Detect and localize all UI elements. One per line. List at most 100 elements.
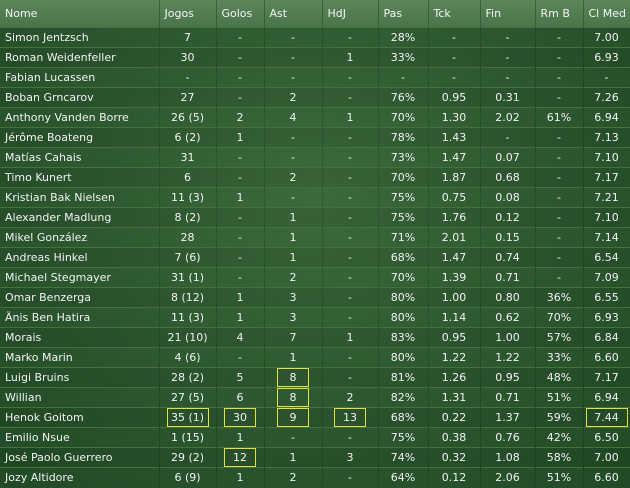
player-name-cell: Timo Kunert — [0, 167, 160, 188]
player-name-cell: Emilio Nsue — [0, 427, 160, 448]
stat-cell: 2 — [264, 467, 323, 487]
stat-cell: 1 (15) — [159, 427, 217, 448]
stat-cell: - — [535, 147, 584, 168]
stat-cell: 61% — [535, 107, 584, 128]
table-row[interactable]: Michael Stegmayer 31 (1) -2-70% 1.39 0.71-7.… — [0, 267, 630, 288]
stat-cell: 1 — [322, 47, 379, 68]
table-row[interactable]: José Paolo Guerrero 29 (2) 12 1 3 74% 0.32 1.08… — [0, 447, 630, 468]
table-row[interactable]: Matías Cahais 31- - -73% 1.47 0.07-7.10 — [0, 147, 630, 168]
highlighted-value: 12 — [224, 448, 256, 467]
stat-cell: 29 (2) — [159, 447, 217, 468]
stat-cell: - — [322, 307, 379, 328]
table-row[interactable]: Simon Jentzsch 7- - -28% - - -7.00 — [0, 27, 630, 48]
stat-cell: - — [535, 87, 584, 108]
stat-cell: - — [428, 27, 481, 48]
column-header-golos[interactable]: Golos — [216, 0, 265, 28]
stat-cell: 35 (1) — [159, 407, 217, 428]
column-header-cl-med[interactable]: Cl Med — [583, 0, 630, 28]
column-header-tck[interactable]: Tck — [428, 0, 481, 28]
stat-cell: 70% — [378, 167, 429, 188]
stat-cell: - — [535, 247, 584, 268]
stat-cell: 28% — [378, 27, 429, 48]
table-row[interactable]: Mikel González 28-1-71% 2.01 0.15-7.14 — [0, 227, 630, 248]
column-header-ast[interactable]: Ast — [264, 0, 323, 28]
table-row[interactable]: Emilio Nsue 1 (15) 1- -75% 0.38 0.76 42% 6.50 — [0, 427, 630, 448]
stat-cell: - — [322, 187, 379, 208]
column-header-nome[interactable]: Nome — [0, 0, 160, 28]
column-header-rm-b[interactable]: Rm B — [535, 0, 584, 28]
stat-cell: 7 — [159, 27, 217, 48]
stat-cell: 31 — [159, 147, 217, 168]
highlighted-value: 8 — [277, 388, 309, 407]
table-row[interactable]: Roman Weidenfeller 30- -1 33% - - -6.93 — [0, 47, 630, 68]
stat-cell: 6.84 — [583, 327, 630, 348]
stat-cell: 0.32 — [428, 447, 481, 468]
table-row[interactable]: Andreas Hinkel 7 (6) -1-68% 1.47 0.74-6.54 — [0, 247, 630, 268]
stat-cell: 80% — [378, 287, 429, 308]
stat-cell: - — [216, 347, 265, 368]
table-row[interactable]: Willian 27 (5) 6 8 2 82% 1.31 0.71 51% 6.94 — [0, 387, 630, 408]
table-row[interactable]: Alexander Madlung 8 (2) -1-75% 1.76 0.12-7.1… — [0, 207, 630, 228]
stat-cell: - — [216, 67, 265, 88]
table-body: Simon Jentzsch 7- - -28% - - -7.00 Roman Weiden… — [0, 27, 630, 487]
table-row[interactable]: Morais 21 (10) 4 7 1 83% 0.95 1.00 57% 6.84 — [0, 327, 630, 348]
stat-cell: 6 — [216, 387, 265, 408]
table-row[interactable]: Änis Ben Hatira 11 (3) 1 3-80% 1.14 0.62 70% 6.… — [0, 307, 630, 328]
stat-cell: 75% — [378, 427, 429, 448]
table-row[interactable]: Henok Goitom 35 (1) 30 9 13 68% 0.22 1.37 59% 7.4… — [0, 407, 630, 428]
stat-cell: 1.37 — [480, 407, 536, 428]
table-row[interactable]: Boban Grncarov 27-2-76% 0.95 0.31-7.26 — [0, 87, 630, 108]
stat-cell: 21 (10) — [159, 327, 217, 348]
stat-cell: 1 — [216, 127, 265, 148]
table-row[interactable]: Jérôme Boateng 6 (2) 1- -78% 1.43- -7.13 — [0, 127, 630, 148]
stat-cell: 30 — [159, 47, 217, 68]
highlighted-value: 30 — [224, 408, 256, 427]
stat-cell: - — [264, 147, 323, 168]
stat-cell: - — [216, 207, 265, 228]
stat-cell: - — [480, 67, 536, 88]
stat-cell: 12 — [216, 447, 265, 468]
player-name-cell: Simon Jentzsch — [0, 27, 160, 48]
column-header-fin[interactable]: Fin — [480, 0, 536, 28]
stat-cell: 1.00 — [480, 327, 536, 348]
table-row[interactable]: Kristian Bak Nielsen 11 (3) 1- -75% 0.75 0.08… — [0, 187, 630, 208]
table-row[interactable]: Timo Kunert 6-2-70% 1.87 0.68-7.17 — [0, 167, 630, 188]
stat-cell: 75% — [378, 187, 429, 208]
stat-cell: - — [216, 47, 265, 68]
stat-cell: - — [535, 167, 584, 188]
stat-cell: 0.75 — [428, 187, 481, 208]
stat-cell: 3 — [264, 287, 323, 308]
stat-cell: - — [322, 367, 379, 388]
table-row[interactable]: Fabian Lucassen - - - - - - - - - — [0, 67, 630, 88]
table-row[interactable]: Anthony Vanden Borre 26 (5) 2 4 1 70% 1.30 2.02… — [0, 107, 630, 128]
table-row[interactable]: Luigi Bruins 28 (2) 5 8-81% 1.26 0.95 48% 7.17 — [0, 367, 630, 388]
stat-cell: 2 — [264, 167, 323, 188]
stat-cell: 0.62 — [480, 307, 536, 328]
stat-cell: 1.14 — [428, 307, 481, 328]
stat-cell: - — [535, 267, 584, 288]
table-row[interactable]: Jozy Altidore 6 (9) 1 2-64% 0.12 2.06 51% 6.60 — [0, 467, 630, 487]
column-header-hdj[interactable]: HdJ — [322, 0, 379, 28]
stat-cell: 0.68 — [480, 167, 536, 188]
stat-cell: 1 — [264, 347, 323, 368]
column-header-jogos[interactable]: Jogos — [159, 0, 217, 28]
player-name-cell: Jozy Altidore — [0, 467, 160, 487]
player-name-cell: Omar Benzerga — [0, 287, 160, 308]
stat-cell: 6.94 — [583, 107, 630, 128]
column-header-pas[interactable]: Pas — [378, 0, 429, 28]
table-row[interactable]: Marko Marin 4 (6) -1-80% 1.22 1.22 33% 6.60 — [0, 347, 630, 368]
table-row[interactable]: Omar Benzerga 8 (12) 1 3-80% 1.00 0.80 36% 6.55 — [0, 287, 630, 308]
stat-cell: 1.22 — [480, 347, 536, 368]
stat-cell: 7 — [264, 327, 323, 348]
stat-cell: 7.13 — [583, 127, 630, 148]
stat-cell: 70% — [378, 267, 429, 288]
stat-cell: 2 — [216, 107, 265, 128]
stat-cell: 1 — [216, 427, 265, 448]
stat-cell: 33% — [535, 347, 584, 368]
stat-cell: - — [322, 227, 379, 248]
stat-cell: - — [264, 187, 323, 208]
stat-cell: 1.22 — [428, 347, 481, 368]
stat-cell: - — [480, 27, 536, 48]
player-name-cell: Alexander Madlung — [0, 207, 160, 228]
stat-cell: 1 — [216, 287, 265, 308]
